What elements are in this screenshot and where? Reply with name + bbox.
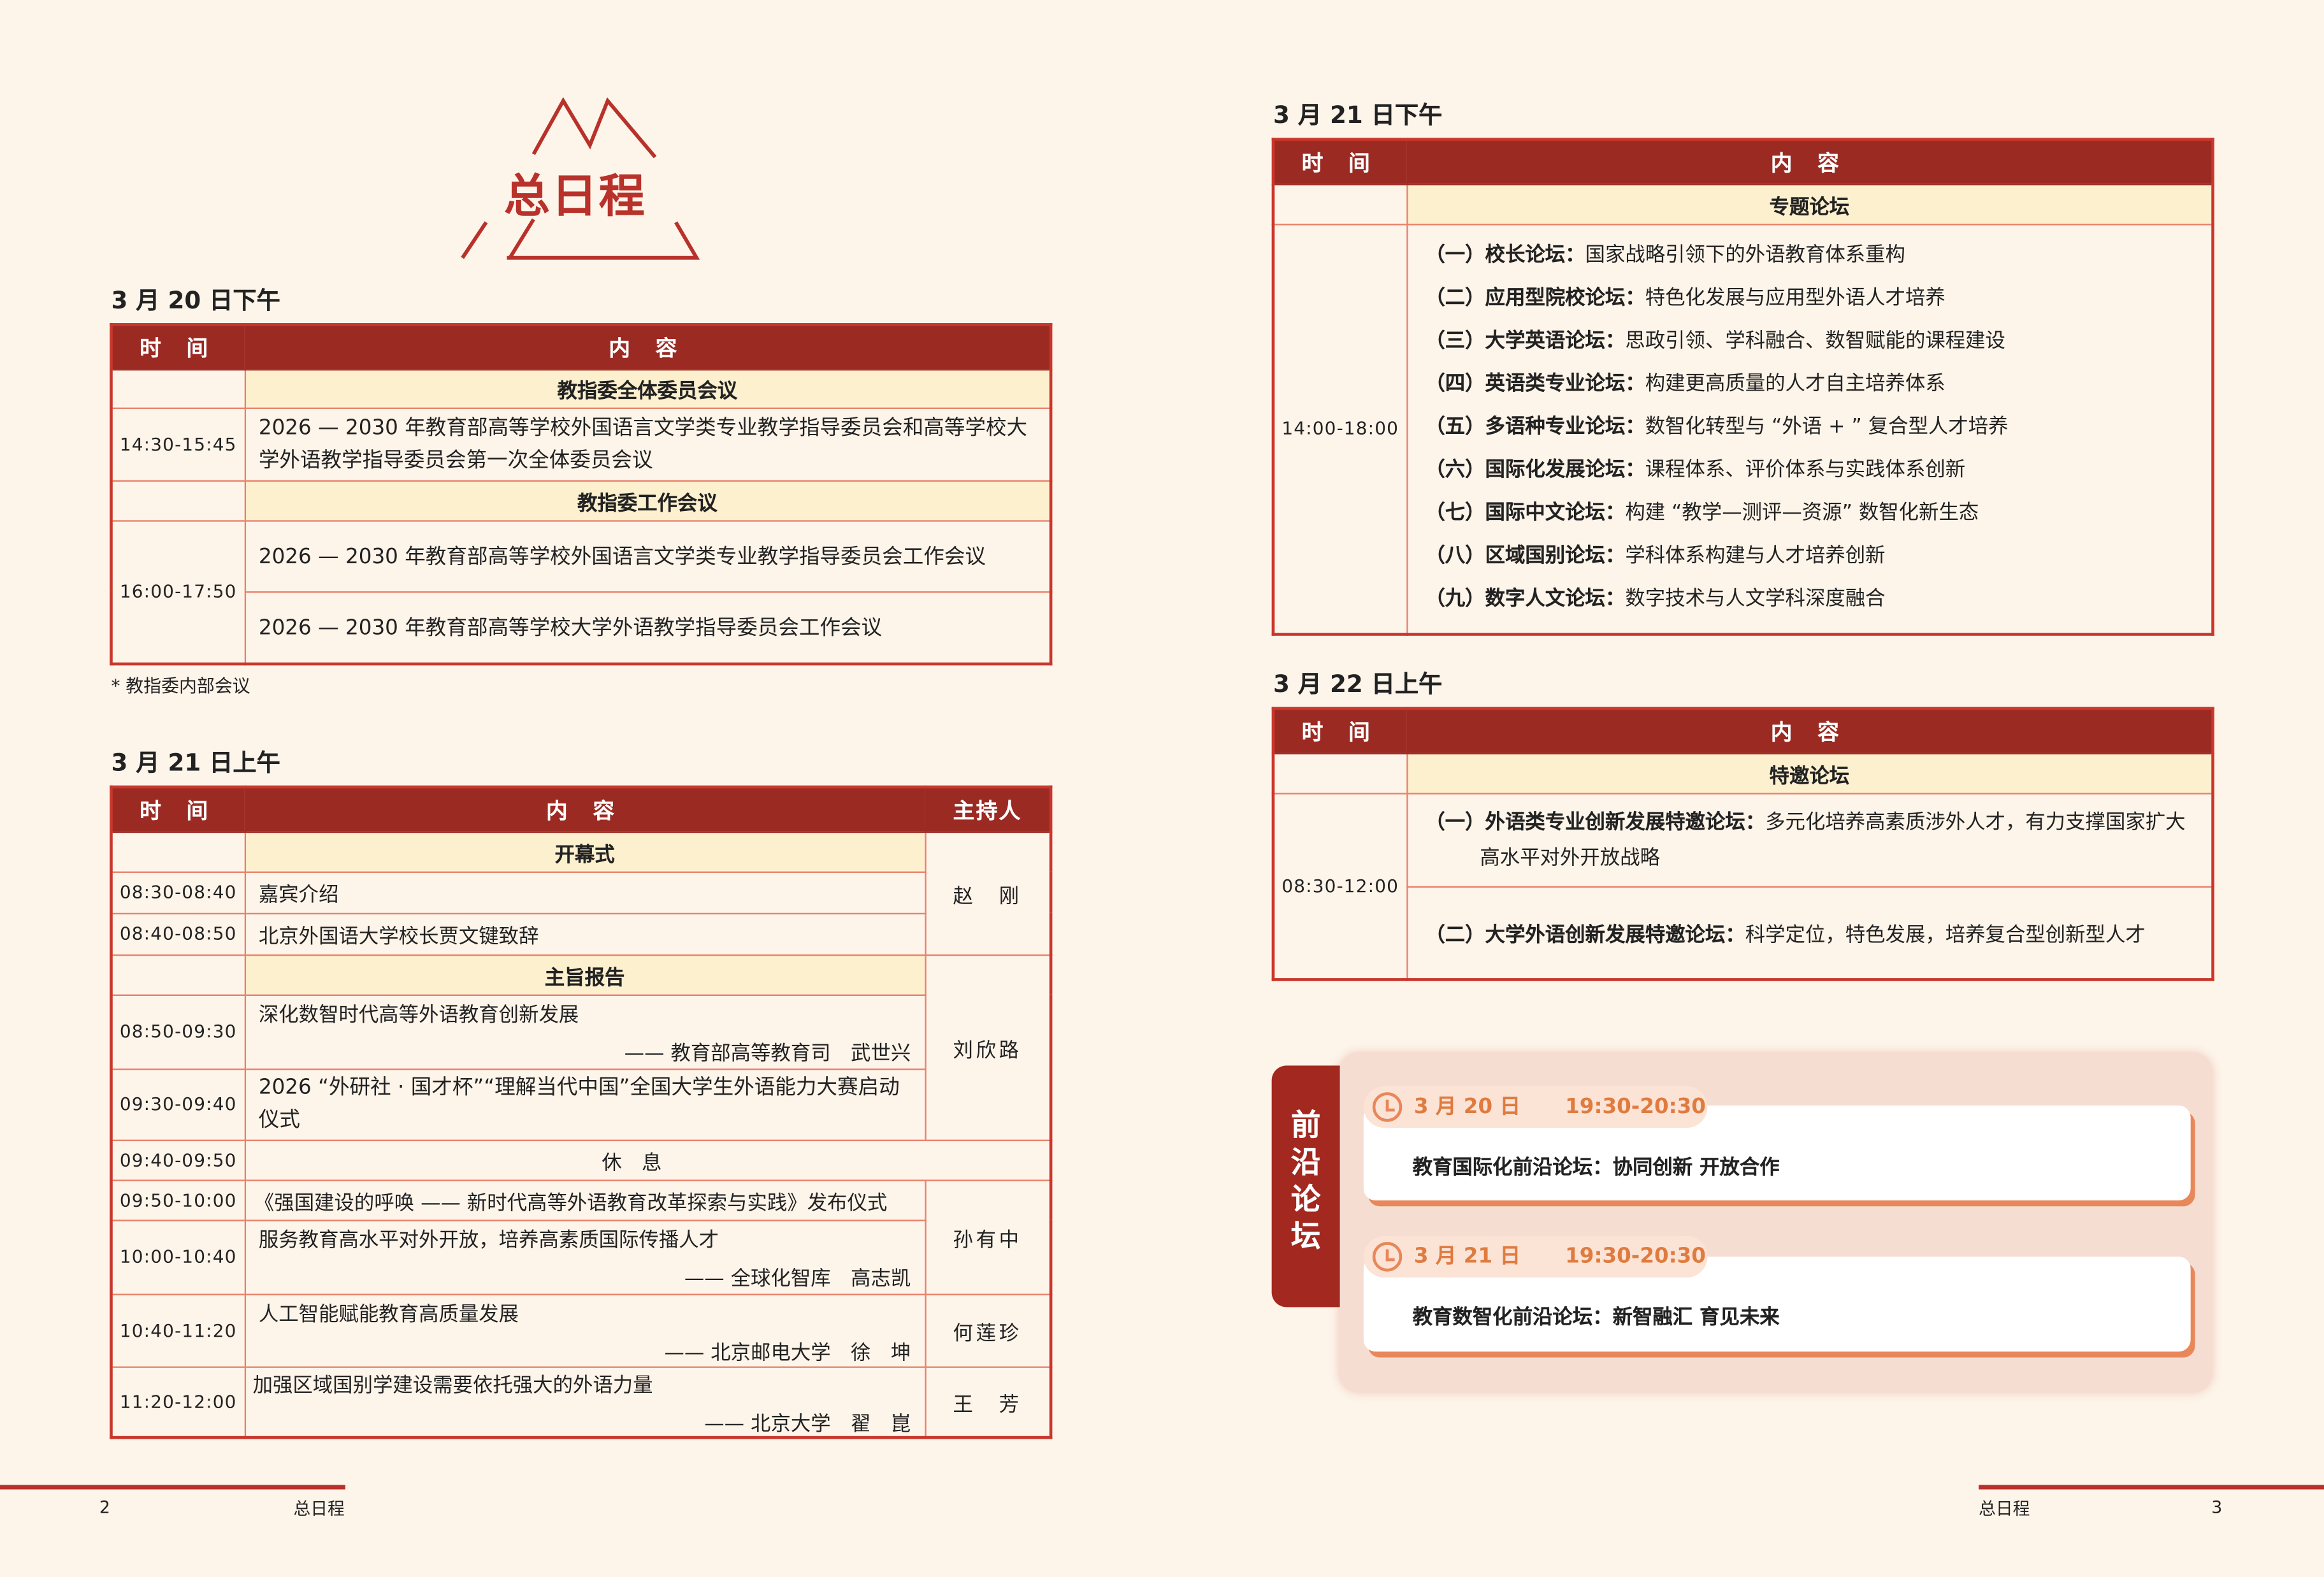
header-time: 时 间 — [110, 786, 245, 832]
header-content: 内 容 — [243, 324, 1052, 370]
band-invited-forums: 特邀论坛 — [1406, 752, 2214, 794]
header-content: 内 容 — [1406, 707, 2214, 754]
forum-item: （五）多语种专业论坛：数智化转型与 “外语 + ” 复合型人才培养 — [1425, 414, 2009, 438]
time-cell: 08:50-09:30 — [110, 993, 245, 1070]
page-number-left: 2 — [99, 1497, 110, 1518]
talk-title: 加强区域国别学建设需要依托强大的外语力量 — [252, 1373, 653, 1397]
talk-title: 服务教育高水平对外开放，培养高素质国际传播人才 — [258, 1228, 719, 1253]
footer-divider — [1979, 1485, 2324, 1490]
content-cell: 服务教育高水平对外开放，培养高素质国际传播人才 —— 全球化智库 高志凯 — [243, 1219, 926, 1295]
frontier-forum-label: 前沿论坛 — [1271, 1065, 1340, 1307]
forum-item: （一）校长论坛：国家战略引领下的外语教育体系重构 — [1425, 242, 1905, 266]
event-date: 3 月 21 日 — [1413, 1244, 1521, 1269]
band-working: 教指委工作会议 — [243, 479, 1052, 521]
page-title: 总日程 — [503, 170, 647, 224]
event-date: 3 月 20 日 — [1413, 1095, 1521, 1120]
content-cell: 2026 — 2030 年教育部高等学校外国语言文学类专业教学指导委员会和高等学… — [243, 407, 1052, 481]
header-content: 内 容 — [1406, 138, 2214, 185]
header-content: 内 容 — [243, 786, 926, 832]
forum-list: （一）校长论坛：国家战略引领下的外语教育体系重构 （二）应用型院校论坛：特色化发… — [1406, 223, 2214, 635]
forum-item: （一）外语类专业创新发展特邀论坛：多元化培养高素质涉外人才，有力支撑国家扩大高水… — [1406, 792, 2214, 888]
page-number-right: 3 — [2211, 1497, 2223, 1518]
band-opening: 开幕式 — [243, 830, 926, 872]
band-keynote: 主旨报告 — [243, 953, 926, 995]
running-title-right: 总日程 — [1979, 1498, 2030, 1520]
time-cell: 08:40-08:50 — [110, 912, 245, 956]
event-time-pill: 3 月 21 日 19:30-20:30 — [1363, 1235, 1708, 1278]
host-cell: 孙有中 — [924, 1179, 1052, 1295]
break-cell: 休 息 — [243, 1139, 1052, 1181]
time-cell: 09:40-09:50 — [110, 1139, 245, 1181]
section-title-mar21-am: 3 月 21 日上午 — [111, 748, 280, 777]
header-time: 时 间 — [1272, 707, 1408, 754]
header-time: 时 间 — [110, 324, 245, 370]
time-cell: 16:00-17:50 — [110, 519, 245, 665]
event-title: 教育数智化前沿论坛：新智融汇 育见未来 — [1412, 1306, 1780, 1330]
speaker: —— 北京邮电大学 徐 坤 — [664, 1340, 911, 1364]
content-cell: 2026 — 2030 年教育部高等学校大学外语教学指导委员会工作会议 — [243, 590, 1052, 665]
header-time: 时 间 — [1272, 138, 1408, 185]
time-cell: 14:30-15:45 — [110, 407, 245, 481]
time-cell: 10:00-10:40 — [110, 1219, 245, 1295]
host-cell: 何莲珍 — [924, 1293, 1052, 1367]
event-time: 19:30-20:30 — [1565, 1244, 1706, 1269]
forum-item: （二）应用型院校论坛：特色化发展与应用型外语人才培养 — [1425, 285, 1945, 309]
content-cell: 嘉宾介绍 — [243, 870, 926, 914]
host-cell: 刘欣路 — [924, 953, 1052, 1141]
speaker: —— 全球化智库 高志凯 — [684, 1267, 911, 1291]
section-title-mar22-am: 3 月 22 日上午 — [1273, 670, 1443, 698]
frontier-event-card: 教育国际化前沿论坛：协同创新 开放合作 — [1363, 1105, 2191, 1200]
section-title-mar21-pm: 3 月 21 日下午 — [1273, 101, 1443, 129]
content-cell: 北京外国语大学校长贾文键致辞 — [243, 912, 926, 956]
header-host: 主持人 — [924, 786, 1052, 832]
content-cell: 加强区域国别学建设需要依托强大的外语力量 —— 北京大学 翟 崑 — [243, 1365, 926, 1439]
mountain-logo-icon — [461, 97, 700, 260]
talk-title: 深化数智时代高等外语教育创新发展 — [258, 1003, 579, 1027]
forum-item: （六）国际化发展论坛：课程体系、评价体系与实践体系创新 — [1425, 457, 1966, 481]
forum-item: （四）英语类专业论坛：构建更高质量的人才自主培养体系 — [1425, 371, 1945, 395]
schedule-table-mar21-am: 时 间内 容主持人 开幕式赵 刚 08:30-08:40 嘉宾介绍 08:40-0… — [110, 785, 1053, 1439]
footer-divider — [0, 1485, 345, 1490]
clock-icon — [1372, 1092, 1403, 1122]
forum-item: （八）区域国别论坛：学科体系构建与人才培养创新 — [1425, 543, 1886, 567]
speaker: —— 教育部高等教育司 武世兴 — [624, 1042, 911, 1066]
band-plenary: 教指委全体委员会议 — [243, 368, 1052, 408]
event-time-pill: 3 月 20 日 19:30-20:30 — [1363, 1086, 1708, 1128]
time-cell: 14:00-18:00 — [1272, 223, 1408, 635]
footnote: * 教指委内部会议 — [111, 675, 250, 697]
schedule-table-mar21-pm: 时 间内 容 专题论坛 14:00-18:00 （一）校长论坛：国家战略引领下的… — [1271, 138, 2214, 635]
event-time: 19:30-20:30 — [1565, 1095, 1706, 1120]
speaker: —— 北京大学 翟 崑 — [704, 1412, 911, 1436]
forum-item: （九）数字人文论坛：数字技术与人文学科深度融合 — [1425, 586, 1886, 610]
time-cell: 08:30-12:00 — [1272, 792, 1408, 981]
time-cell: 09:50-10:00 — [110, 1179, 245, 1221]
content-cell: 《强国建设的呼唤 —— 新时代高等外语教育改革探索与实践》发布仪式 — [243, 1179, 926, 1221]
content-cell: 深化数智时代高等外语教育创新发展 —— 教育部高等教育司 武世兴 — [243, 993, 926, 1070]
content-cell: 人工智能赋能教育高质量发展 —— 北京邮电大学 徐 坤 — [243, 1293, 926, 1367]
content-cell: 2026 “外研社 · 国才杯”“理解当代中国”全国大学生外语能力大赛启动仪式 — [243, 1067, 926, 1141]
band-topic-forums: 专题论坛 — [1406, 183, 2214, 225]
content-cell: 2026 — 2030 年教育部高等学校外国语言文学类专业教学指导委员会工作会议 — [243, 519, 1052, 593]
time-cell: 08:30-08:40 — [110, 870, 245, 914]
time-cell: 09:30-09:40 — [110, 1067, 245, 1141]
time-cell: 11:20-12:00 — [110, 1365, 245, 1439]
host-cell: 王 芳 — [924, 1365, 1052, 1439]
clock-icon — [1372, 1242, 1403, 1272]
forum-item: （三）大学英语论坛：思政引领、学科融合、数智赋能的课程建设 — [1425, 328, 2005, 352]
running-title-left: 总日程 — [293, 1498, 345, 1520]
schedule-table-mar20-pm: 时 间内 容 教指委全体委员会议 14:30-15:45 2026 — 2030 … — [110, 323, 1053, 666]
forum-item: （七）国际中文论坛：构建 “教学—测评—资源” 数智化新生态 — [1425, 500, 1979, 524]
forum-item: （二）大学外语创新发展特邀论坛：科学定位，特色发展，培养复合型创新型人才 — [1406, 885, 2214, 981]
host-cell: 赵 刚 — [924, 830, 1052, 956]
section-title-mar20-pm: 3 月 20 日下午 — [111, 285, 280, 315]
time-cell: 10:40-11:20 — [110, 1293, 245, 1367]
schedule-table-mar22-am: 时 间内 容 特邀论坛 08:30-12:00 （一）外语类专业创新发展特邀论坛… — [1271, 707, 2214, 981]
talk-title: 人工智能赋能教育高质量发展 — [258, 1302, 519, 1326]
event-title: 教育国际化前沿论坛：协同创新 开放合作 — [1412, 1156, 1780, 1180]
